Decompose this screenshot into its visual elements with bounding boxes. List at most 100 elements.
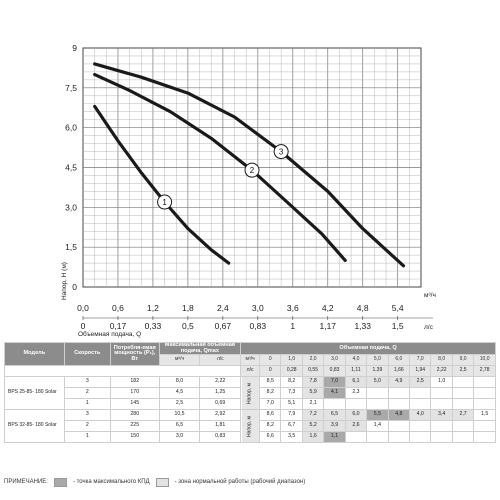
head-value-cell: 3,5 xyxy=(280,431,303,444)
unit-qmax-m3: м³/ч xyxy=(158,354,201,367)
head-value-cell: 4,8 xyxy=(387,409,411,422)
head-value-cell: 8,5 xyxy=(259,376,282,389)
head-label: Напор, м xyxy=(240,409,260,443)
head-value-cell: 7,0 xyxy=(323,376,346,389)
head-value-cell xyxy=(473,431,496,444)
head-value-cell xyxy=(366,398,389,411)
qmax-ls-cell: 2,92 xyxy=(199,409,242,422)
model-name: BPS 25-85- 180 Solar xyxy=(4,376,65,411)
y-tick-label: 7,5 xyxy=(65,83,77,93)
head-value-cell: 1,4 xyxy=(366,420,389,433)
head-value-cell: 2,3 xyxy=(344,387,368,400)
axis-ticks: 0 1,5 3,0 4,5 6,0 7,5 9 0,0 0,6 1,2 1,8 2,4 3,0 3,6 4,… xyxy=(65,43,433,331)
qmax-m3-cell: 6,5 xyxy=(158,420,201,433)
head-value-cell: 5,9 xyxy=(301,387,325,400)
spec-table-body: л/с 0 0,28 0,55 0,83 1,11 1,39 1,66 1,94 2,22 2,5 2… xyxy=(3,365,496,444)
spec-table: Модель Скорость Потребля-емая мощность (… xyxy=(3,341,496,444)
x2-tick-label: 0,33 xyxy=(145,321,162,331)
unit-flow-m3: м³/ч xyxy=(240,354,261,367)
head-value-cell xyxy=(387,431,411,444)
model-name: BPS 32-85- 180 Solar xyxy=(4,409,65,444)
qmax-m3-cell: 10,5 xyxy=(158,409,201,422)
head-value-cell: 6,5 xyxy=(323,409,346,422)
flow-m3-2: 2,0 xyxy=(301,354,325,367)
head-value-cell: 6,7 xyxy=(280,420,303,433)
speed-cell: 3 xyxy=(63,409,111,422)
flow-m3-6: 6,0 xyxy=(387,354,411,367)
qmax-ls-cell: 1,81 xyxy=(199,420,242,433)
head-value-cell: 1,5 xyxy=(473,409,496,422)
qmax-ls-cell: 2,22 xyxy=(199,376,242,389)
head-value-cell: 7,2 xyxy=(301,409,325,422)
head-value-cell: 5,2 xyxy=(301,420,325,433)
curve-marker-2 xyxy=(244,162,260,178)
head-value-cell: 4,0 xyxy=(409,409,432,422)
head-value-cell: 7,9 xyxy=(280,409,303,422)
curve-label-2: 2 xyxy=(250,166,255,175)
speed-cell: 3 xyxy=(63,376,111,389)
y-axis-label: Напор, Н (м) xyxy=(61,262,68,300)
head-value-cell: 2,1 xyxy=(301,398,325,411)
x2-tick-label: 0,67 xyxy=(215,321,232,331)
qmax-ls-cell: 0,83 xyxy=(199,431,242,444)
curve-label-3: 3 xyxy=(279,148,284,157)
speed-cell: 2 xyxy=(63,420,111,433)
head-value-cell: 1,6 xyxy=(301,431,325,444)
head-value-cell xyxy=(366,387,389,400)
qmax-m3-cell: 4,5 xyxy=(158,387,201,400)
head-value-cell xyxy=(430,420,453,433)
flow-m3-0: 0 xyxy=(259,354,282,367)
head-value-cell xyxy=(473,387,496,400)
col-model: Модель xyxy=(4,341,65,367)
head-value-cell xyxy=(387,420,411,433)
x2-tick-label: 1,33 xyxy=(354,321,371,331)
max-efficiency-swatch xyxy=(53,477,67,487)
col-speed: Скорость xyxy=(63,341,111,367)
x2-tick-label: 0,5 xyxy=(182,321,194,331)
flow-m3-1: 1,0 xyxy=(280,354,303,367)
x2-tick-label: 0,83 xyxy=(250,321,267,331)
table-spacer xyxy=(3,365,242,378)
x-tick-label: 4,8 xyxy=(357,303,369,313)
head-value-cell xyxy=(409,387,432,400)
col-qmax: Максимальная объемная подача, Qmax xyxy=(158,341,242,356)
head-value-cell xyxy=(344,431,368,444)
head-value-cell xyxy=(473,420,496,433)
pump-curve-chart: 0 1,5 3,0 4,5 6,0 7,5 9 0,0 0,6 1,2 1,8 2,4 3,0 3,6 4,… xyxy=(61,43,436,338)
flow-ls-10: 2,78 xyxy=(473,365,496,378)
head-value-cell: 6,0 xyxy=(344,409,368,422)
speed-cell: 1 xyxy=(63,398,111,411)
power-cell: 170 xyxy=(109,387,160,400)
qmax-m3-cell: 3,0 xyxy=(158,431,201,444)
qmax-ls-cell: 1,25 xyxy=(199,387,242,400)
y-tick-label: 6,0 xyxy=(65,123,77,133)
head-value-cell xyxy=(430,398,453,411)
head-value-cell: 6,6 xyxy=(259,431,282,444)
qmax-m3-cell: 2,5 xyxy=(158,398,201,411)
unit-qmax-ls: л/с xyxy=(199,354,242,367)
head-value-cell: 5,0 xyxy=(366,376,389,389)
flow-ls-6: 1,66 xyxy=(387,365,411,378)
head-value-cell xyxy=(409,398,432,411)
x-tick-label: 3,6 xyxy=(287,303,299,313)
power-cell: 280 xyxy=(109,409,160,422)
x2-axis-unit: л/с xyxy=(424,324,434,331)
y-tick-label: 9 xyxy=(72,43,77,53)
table-row: 1 145 2,5 0,69 7,0 5,1 2,1 xyxy=(5,398,496,411)
x2-tick-label: 0 xyxy=(81,321,86,331)
flow-m3-9: 9,0 xyxy=(451,354,475,367)
flow-ls-9: 2,5 xyxy=(451,365,475,378)
qmax-ls-cell: 0,69 xyxy=(199,398,242,411)
flow-ls-2: 0,55 xyxy=(301,365,325,378)
x-axis-unit: м³/ч xyxy=(424,292,436,299)
note-max-efficiency: - точка максимального КПД xyxy=(72,479,150,485)
power-cell: 150 xyxy=(109,431,160,444)
x-tick-label: 5,4 xyxy=(392,303,404,313)
x-tick-label: 3,0 xyxy=(252,303,264,313)
x-tick-label: 0,6 xyxy=(112,303,124,313)
head-value-cell xyxy=(473,398,496,411)
head-value-cell xyxy=(451,431,475,444)
head-value-cell xyxy=(344,398,368,411)
head-value-cell: 4,1 xyxy=(323,387,346,400)
flow-ls-4: 1,11 xyxy=(344,365,368,378)
